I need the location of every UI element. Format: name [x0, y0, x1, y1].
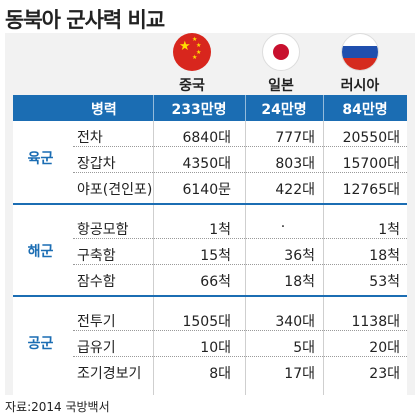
- cell-japan: 17대: [284, 366, 315, 382]
- header-row: 병력 233만명 24만명 84만명: [13, 95, 407, 121]
- cell-china: 1척: [209, 222, 231, 238]
- header-value-china: 233만명: [171, 102, 227, 118]
- row-label: 구축함: [77, 248, 116, 264]
- country-label-japan: 일본: [268, 78, 294, 94]
- cell-china: 4350대: [182, 156, 231, 172]
- cell-china: 66척: [200, 274, 231, 290]
- cell-china: 6840대: [182, 130, 231, 146]
- cell-china: 6140문: [182, 182, 231, 198]
- cell-russia: 1138대: [351, 314, 400, 330]
- cell-russia: 1척: [378, 222, 400, 238]
- row-label: 급유기: [77, 340, 116, 356]
- comparison-table: 육군 전차 6840대 777대 20550대 장갑차 4350대 803대 1…: [13, 121, 407, 395]
- header-value-japan: 24만명: [261, 102, 307, 118]
- china-flag-icon: ★ ★ ★ ★ ★: [173, 33, 211, 71]
- cell-japan: 340대: [275, 314, 315, 330]
- group-label-navy: 해군: [27, 244, 54, 260]
- row-label: 야포(견인포): [77, 182, 153, 198]
- group-label-airforce: 공군: [27, 336, 54, 352]
- cell-russia: 20대: [369, 340, 400, 356]
- row-label: 항공모함: [77, 222, 129, 238]
- source-note: 자료:2014 국방백서: [5, 400, 110, 414]
- row-label: 조기경보기: [77, 366, 142, 382]
- table-row: 전투기 1505대 340대 1138대: [13, 307, 407, 331]
- table-row: 전차 6840대 777대 20550대: [13, 123, 407, 147]
- cell-russia: 12765대: [342, 182, 400, 198]
- table-row: 구축함 15척 36척 18척: [13, 241, 407, 265]
- cell-russia: 23대: [369, 366, 400, 382]
- cell-japan: 803대: [275, 156, 315, 172]
- cell-japan: ·: [280, 219, 286, 235]
- table-row: 장갑차 4350대 803대 15700대: [13, 149, 407, 173]
- row-label: 전투기: [77, 314, 116, 330]
- cell-japan: 36척: [284, 248, 315, 264]
- cell-japan: 18척: [284, 274, 315, 290]
- table-row: 야포(견인포) 6140문 422대 12765대: [13, 175, 407, 199]
- country-label-russia: 러시아: [340, 78, 380, 94]
- cell-russia: 18척: [369, 248, 400, 264]
- row-label: 장갑차: [77, 156, 116, 172]
- row-label: 잠수함: [77, 274, 116, 290]
- table-row: 조기경보기 8대 17대 23대: [13, 359, 407, 383]
- row-label: 전차: [77, 130, 103, 146]
- group-label-army: 육군: [27, 151, 54, 167]
- table-row: 잠수함 66척 18척 53척: [13, 267, 407, 291]
- cell-japan: 5대: [293, 340, 315, 356]
- page-title: 동북아 군사력 비교: [5, 8, 165, 32]
- cell-china: 15척: [200, 248, 231, 264]
- cell-china: 10대: [200, 340, 231, 356]
- cell-russia: 53척: [369, 274, 400, 290]
- country-label-china: 중국: [179, 78, 205, 94]
- header-value-russia: 84만명: [342, 102, 388, 118]
- cell-japan: 422대: [275, 182, 315, 198]
- cell-japan: 777대: [275, 130, 315, 146]
- japan-flag-icon: [262, 33, 300, 71]
- header-label: 병력: [91, 102, 117, 118]
- cell-russia: 15700대: [342, 156, 400, 172]
- russia-flag-icon: [341, 33, 379, 71]
- cell-china: 1505대: [182, 314, 231, 330]
- table-row: 급유기 10대 5대 20대: [13, 333, 407, 357]
- cell-russia: 20550대: [342, 130, 400, 146]
- table-row: 항공모함 1척 · 1척: [13, 215, 407, 239]
- cell-china: 8대: [209, 366, 231, 382]
